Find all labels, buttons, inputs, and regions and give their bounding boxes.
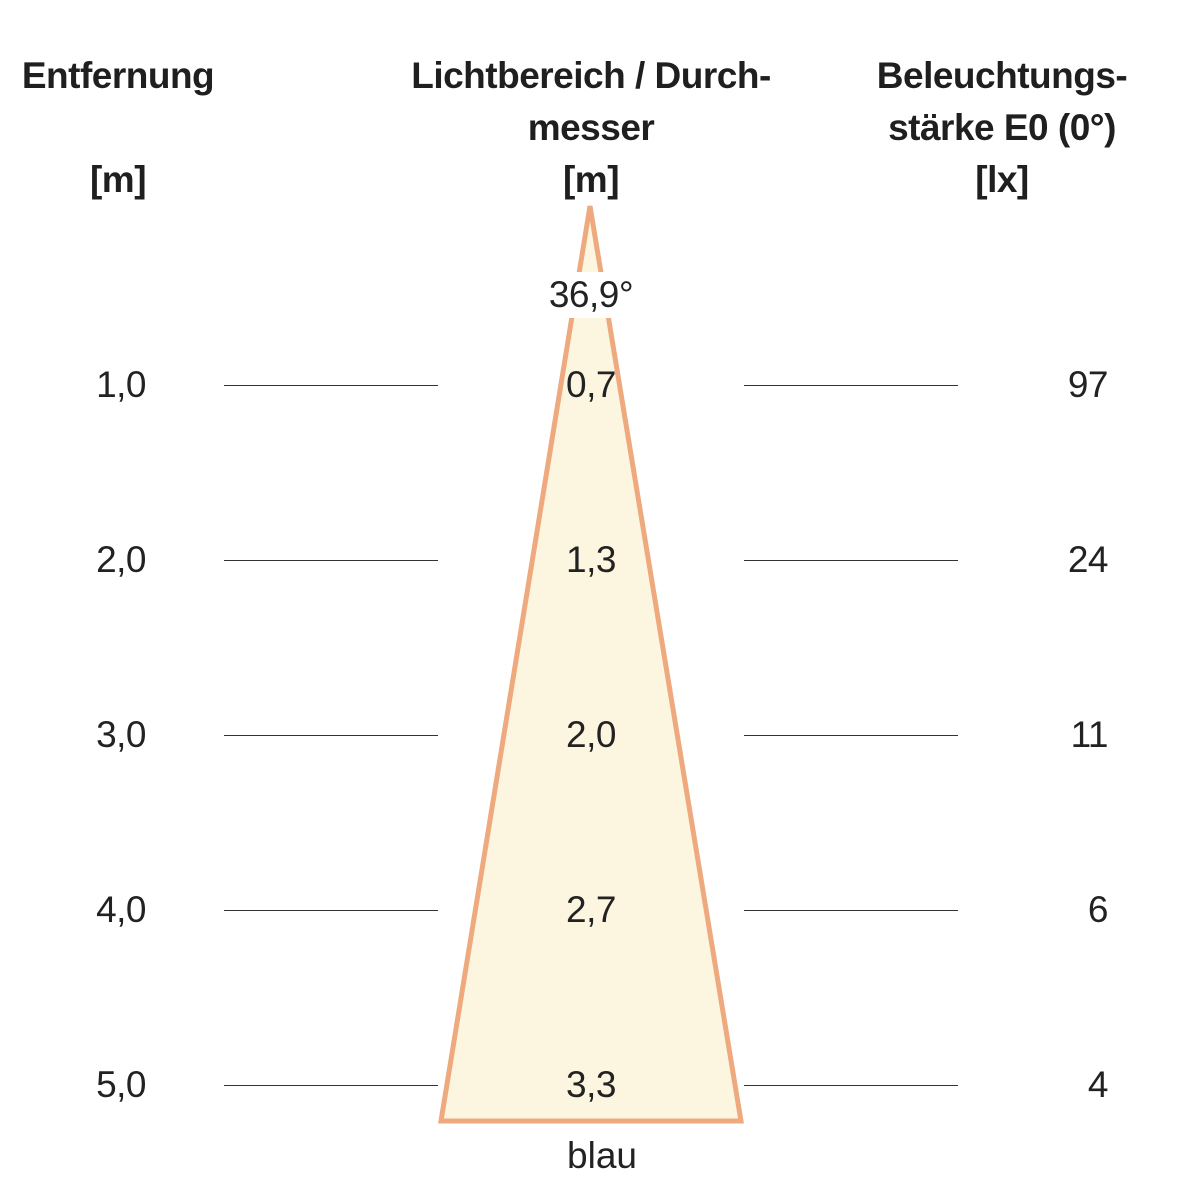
- guide-line-left: [224, 735, 438, 736]
- distance-value: 1,0: [96, 364, 146, 405]
- distance-value: 2,0: [96, 539, 146, 580]
- diameter-value: 1,3: [566, 539, 616, 580]
- guide-line-right: [744, 735, 958, 736]
- distance-value: 3,0: [96, 714, 146, 755]
- illuminance-header-title-line2: stärke E0 (0°): [888, 107, 1116, 148]
- illuminance-header: Beleuchtungs- stärke E0 (0°) [lx]: [842, 50, 1162, 206]
- guide-line-left: [224, 1085, 438, 1086]
- diameter-value: 2,0: [566, 714, 616, 755]
- diameter-value: 2,7: [566, 889, 616, 930]
- guide-line-right: [744, 1085, 958, 1086]
- guide-line-left: [224, 385, 438, 386]
- diameter-header-unit: [m]: [562, 159, 620, 200]
- distance-value: 5,0: [96, 1064, 146, 1105]
- guide-line-left: [224, 910, 438, 911]
- guide-line-left: [224, 560, 438, 561]
- distance-header-unit: [m]: [89, 159, 147, 200]
- illuminance-value: 6: [1087, 889, 1109, 930]
- illuminance-value: 24: [1067, 539, 1109, 580]
- guide-line-right: [744, 560, 958, 561]
- guide-line-right: [744, 385, 958, 386]
- diameter-value: 0,7: [566, 364, 616, 405]
- illuminance-value: 11: [1070, 714, 1109, 755]
- beam-angle-label: 36,9°: [530, 272, 652, 318]
- diameter-header-title-line2: messer: [527, 107, 655, 148]
- illuminance-value: 97: [1067, 364, 1109, 405]
- illuminance-header-unit: [lx]: [975, 159, 1029, 200]
- light-color-label: blau: [567, 1135, 637, 1176]
- diameter-value: 3,3: [566, 1064, 616, 1105]
- diameter-header: Lichtbereich / Durch- messer [m]: [390, 50, 792, 206]
- guide-line-right: [744, 910, 958, 911]
- illuminance-header-title-line1: Beleuchtungs-: [876, 55, 1128, 96]
- distance-header-title: Entfernung: [21, 55, 215, 96]
- illuminance-value: 4: [1087, 1064, 1109, 1105]
- distance-header: Entfernung [m]: [0, 50, 236, 206]
- distance-value: 4,0: [96, 889, 146, 930]
- diameter-header-title-line1: Lichtbereich / Durch-: [411, 55, 771, 96]
- light-cone: [438, 205, 744, 1124]
